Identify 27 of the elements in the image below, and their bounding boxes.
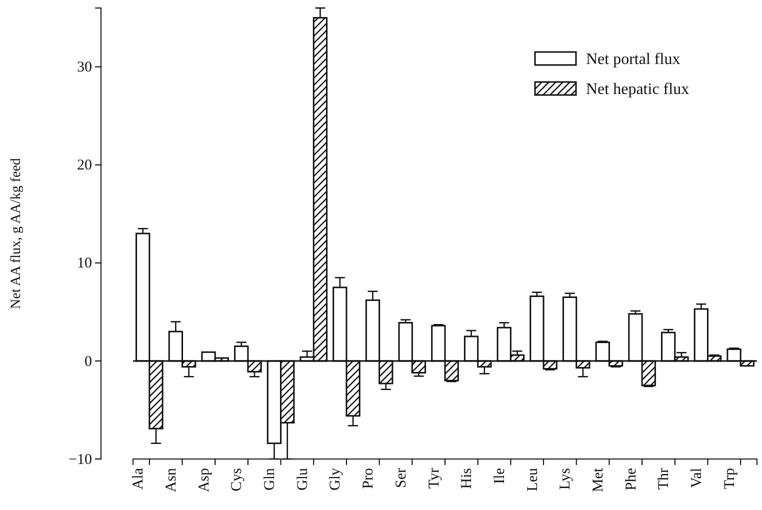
x-tick-label: Trp (722, 468, 738, 490)
x-tick-label: Thr (656, 468, 672, 490)
x-tick-label: Ala (130, 468, 147, 490)
x-tick-label: Lys (558, 468, 574, 490)
x-tick-label: Asp (196, 468, 212, 492)
y-tick-label: 10 (77, 256, 92, 272)
legend-label: Net portal flux (586, 51, 680, 68)
y-tick-label: 0 (84, 354, 92, 370)
x-tick-label: Gly (328, 468, 344, 490)
x-tick-label: Cys (229, 468, 246, 492)
y-tick-label: 20 (77, 158, 92, 174)
y-axis-title: Net AA flux, g AA/kg feed (9, 158, 24, 309)
x-tick-label: Met (590, 467, 606, 492)
x-tick-label: Tyr (426, 468, 442, 489)
x-tick-label: Gln (262, 468, 278, 490)
x-tick-label: Phe (623, 468, 640, 490)
legend-label: Net hepatic flux (586, 81, 690, 98)
x-tick-label: Val (688, 468, 705, 488)
y-tick-label: −10 (68, 452, 92, 468)
x-tick-label: Asn (164, 468, 180, 492)
x-tick-label: Glu (294, 468, 311, 490)
x-tick-label: Leu (524, 468, 541, 492)
y-tick-label: 30 (77, 60, 92, 76)
x-tick-label: His (459, 468, 476, 489)
x-tick-label: Pro (360, 468, 377, 489)
x-tick-label: Ile (492, 468, 508, 484)
x-tick-label: Ser (393, 468, 410, 488)
